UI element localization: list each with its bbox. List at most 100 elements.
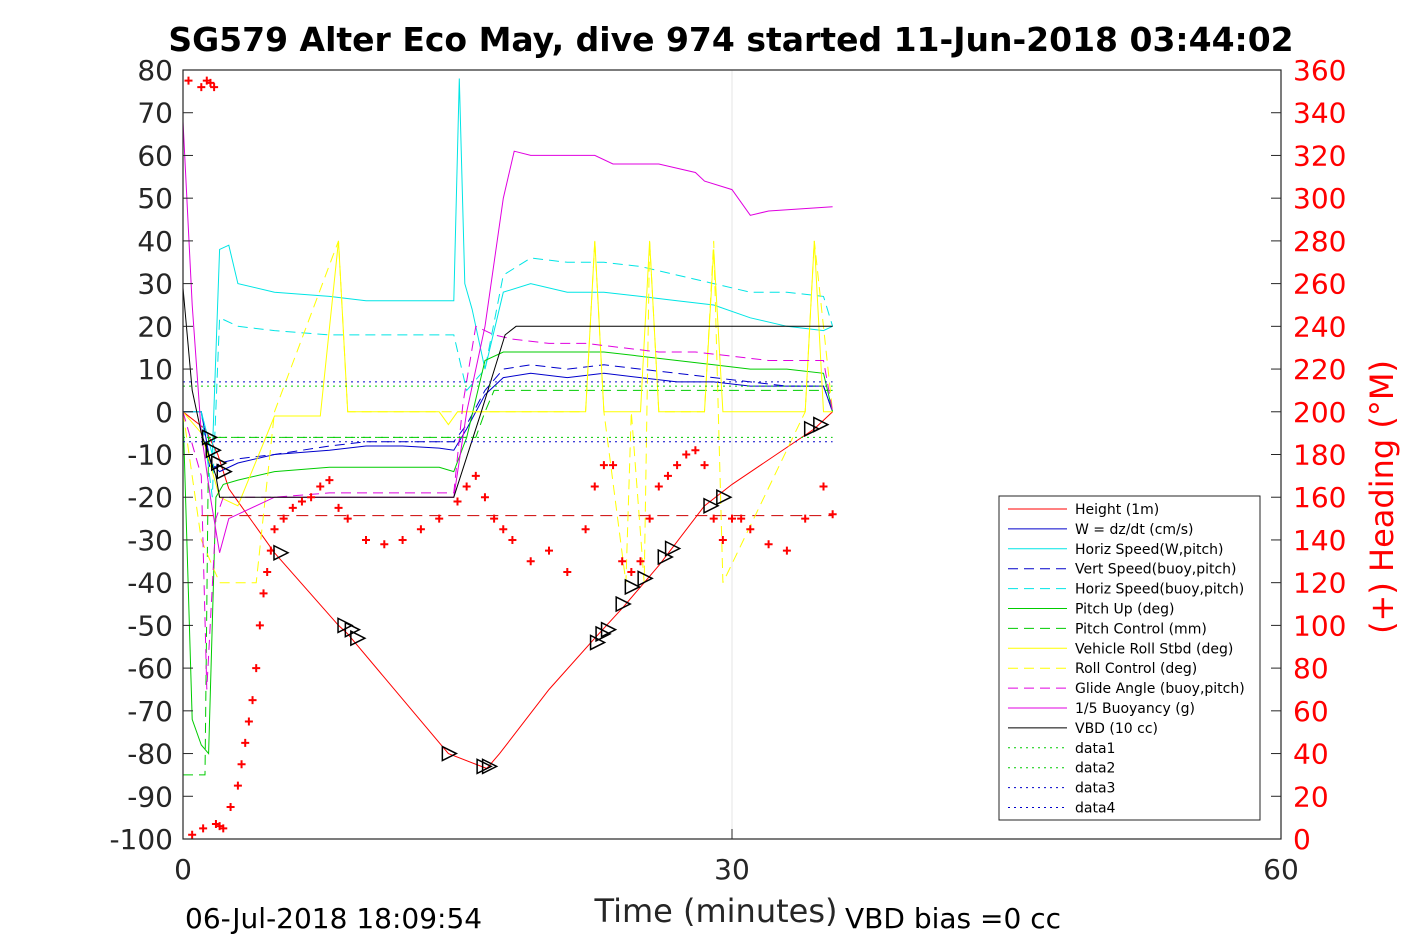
triangle-marker [595, 625, 612, 643]
x-tick-label: 60 [1263, 853, 1299, 886]
heading-point [819, 482, 828, 491]
right-tick-label: 140 [1293, 524, 1346, 557]
legend-entry: Glide Angle (buoy,pitch) [1075, 681, 1245, 697]
heading-point [416, 525, 425, 534]
left-tick-label: 20 [137, 310, 173, 343]
left-tick-label: -10 [127, 439, 173, 472]
triangle-marker [624, 578, 642, 596]
legend-entry: W = dz/dt (cm/s) [1075, 522, 1194, 538]
heading-point [197, 83, 206, 92]
heading-point [279, 514, 288, 523]
heading-point [636, 557, 645, 566]
x-axis: 0 30 60 [174, 829, 1299, 886]
heading-point [252, 664, 261, 673]
right-tick-label: 260 [1293, 268, 1346, 301]
heading-point [307, 493, 316, 502]
markers-layer [184, 76, 837, 839]
legend-entry: Horiz Speed(buoy,pitch) [1075, 582, 1244, 598]
triangle-marker [716, 489, 733, 506]
heading-point [210, 83, 219, 92]
heading-point [259, 589, 268, 598]
triangle-marker [344, 621, 362, 638]
heading-point [718, 535, 727, 544]
right-tick-label: 300 [1293, 182, 1346, 215]
series-line-vert-speed-buoy-pitch- [183, 364, 834, 473]
legend-entry: Pitch Up (deg) [1075, 602, 1174, 618]
heading-point [206, 78, 215, 87]
left-tick-label: 50 [137, 182, 173, 215]
legend-entry: Vehicle Roll Stbd (deg) [1075, 641, 1233, 657]
heading-point [737, 514, 746, 523]
heading-point [700, 461, 709, 470]
right-tick-label: 60 [1293, 695, 1329, 728]
heading-point [380, 540, 389, 549]
left-tick-label: 30 [137, 268, 173, 301]
heading-point [663, 471, 672, 480]
heading-point [618, 557, 627, 566]
heading-point [746, 525, 755, 534]
triangle-marker [441, 745, 459, 762]
legend-entry: Horiz Speed(W,pitch) [1075, 542, 1223, 558]
heading-point [480, 493, 489, 502]
series-line-glide-angle-buoy-pitch- [182, 325, 834, 690]
heading-point [673, 461, 682, 470]
heading-point [590, 482, 599, 491]
heading-point [691, 446, 700, 455]
heading-point [471, 471, 480, 480]
triangle-marker [813, 416, 830, 433]
left-tick-label: 0 [155, 396, 173, 429]
right-tick-label: 160 [1293, 481, 1346, 514]
left-tick-label: -90 [127, 780, 173, 813]
legend: Height (1m) W = dz/dt (cm/s) Horiz Speed(W… [998, 495, 1261, 821]
right-tick-label: 40 [1293, 738, 1329, 771]
heading-point [334, 503, 343, 512]
triangle-marker [481, 758, 499, 775]
heading-point [508, 535, 517, 544]
legend-box [998, 495, 1261, 821]
right-tick-label: 100 [1293, 609, 1346, 642]
footer-timestamp: 06-Jul-2018 18:09:54 [185, 902, 482, 935]
heading-point [248, 696, 257, 705]
left-tick-label: -20 [127, 481, 173, 514]
left-tick-label: -100 [109, 823, 173, 856]
right-tick-label: 0 [1293, 823, 1311, 856]
legend-entry: data1 [1075, 741, 1115, 757]
footer-vbd-bias: VBD bias =0 cc [845, 902, 1061, 935]
chart-title: SG579 Alter Eco May, dive 974 started 11… [168, 20, 1293, 59]
heading-point [219, 824, 228, 833]
heading-point [297, 497, 306, 506]
left-tick-label: -80 [127, 738, 173, 771]
heading-point [343, 514, 352, 523]
heading-point [526, 557, 535, 566]
heading-point [316, 482, 325, 491]
legend-entry: data3 [1075, 781, 1115, 797]
heading-point [398, 535, 407, 544]
legend-entry: Vert Speed(buoy,pitch) [1075, 562, 1237, 578]
left-axis: 80 70 60 50 40 30 20 10 0 -10 -20 -30 -40 -50 -60 -70 -8… [109, 54, 193, 856]
right-tick-label: 240 [1293, 310, 1346, 343]
left-tick-label: 70 [137, 97, 173, 130]
heading-point [288, 503, 297, 512]
right-axis-label: (+) Heading (°M) [1363, 360, 1401, 634]
series-line-horiz-speed-w-pitch- [183, 78, 833, 455]
right-tick-label: 20 [1293, 780, 1329, 813]
heading-point [490, 514, 499, 523]
triangle-marker [350, 629, 367, 647]
series-line-1-5-buoyancy-g- [182, 121, 833, 553]
heading-point [184, 76, 193, 85]
triangle-marker [476, 758, 493, 775]
heading-point [728, 514, 736, 523]
left-tick-label: -30 [127, 524, 173, 557]
heading-point [237, 760, 246, 769]
x-tick-label: 30 [714, 853, 750, 886]
heading-point [241, 738, 250, 747]
left-tick-label: 60 [137, 139, 173, 172]
heading-point [188, 830, 197, 839]
triangle-marker [205, 442, 222, 459]
heading-point [263, 567, 272, 576]
heading-point [462, 482, 471, 491]
right-tick-label: 220 [1293, 353, 1346, 386]
triangle-marker [273, 544, 290, 561]
legend-entry: Roll Control (deg) [1075, 661, 1197, 677]
